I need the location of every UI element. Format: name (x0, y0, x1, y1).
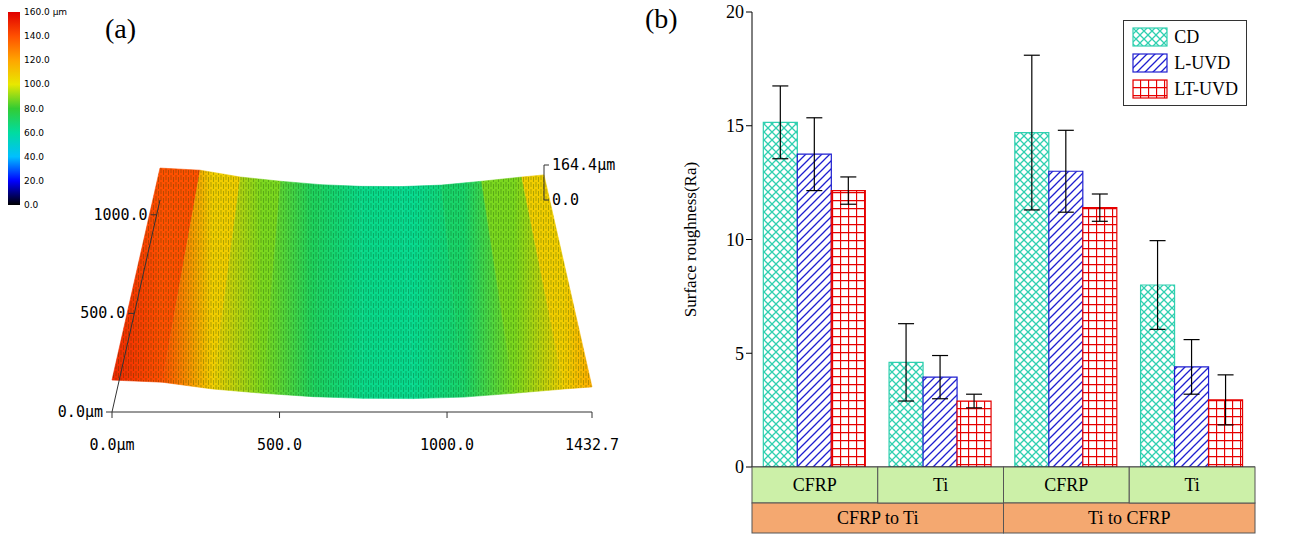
svg-text:20: 20 (726, 2, 744, 22)
svg-text:120.0: 120.0 (24, 55, 50, 65)
svg-text:CFRP: CFRP (1044, 475, 1088, 495)
svg-text:5: 5 (735, 344, 744, 364)
svg-text:0.0: 0.0 (24, 200, 39, 210)
svg-text:0.0μm: 0.0μm (58, 403, 103, 421)
svg-text:1000.0: 1000.0 (420, 436, 474, 454)
svg-text:0: 0 (735, 457, 744, 477)
svg-text:20.0: 20.0 (24, 176, 44, 186)
svg-text:0.0: 0.0 (552, 191, 579, 209)
html-text:L-UVD: L-UVD (1174, 52, 1231, 73)
svg-text:80.0: 80.0 (24, 104, 44, 114)
svg-text:60.0: 60.0 (24, 128, 44, 138)
svg-text:Ti: Ti (1184, 475, 1199, 495)
svg-text:10: 10 (726, 230, 744, 250)
svg-text:1000.0: 1000.0 (93, 206, 147, 224)
svg-text:40.0: 40.0 (24, 152, 44, 162)
svg-text:Surface roughness(Ra): Surface roughness(Ra) (681, 162, 700, 317)
html-text:(b): (b) (645, 3, 678, 34)
svg-text:500.0: 500.0 (257, 436, 302, 454)
svg-text:(a): (a) (105, 13, 136, 44)
svg-text:1432.7: 1432.7 (565, 436, 619, 454)
html-text:LT-UVD: LT-UVD (1174, 78, 1238, 99)
html-text:CD: CD (1174, 26, 1200, 47)
svg-text:Ti: Ti (933, 475, 948, 495)
svg-text:160.0 μm: 160.0 μm (24, 7, 67, 17)
svg-text:140.0: 140.0 (24, 31, 50, 41)
svg-text:CFRP to Ti: CFRP to Ti (837, 508, 918, 528)
svg-text:Ti to CFRP: Ti to CFRP (1088, 508, 1170, 528)
svg-text:100.0: 100.0 (24, 79, 50, 89)
svg-text:164.4μm: 164.4μm (552, 156, 615, 174)
svg-text:0.0μm: 0.0μm (89, 436, 134, 454)
svg-text:500.0: 500.0 (80, 304, 125, 322)
svg-text:CFRP: CFRP (793, 475, 837, 495)
svg-text:15: 15 (726, 116, 744, 136)
